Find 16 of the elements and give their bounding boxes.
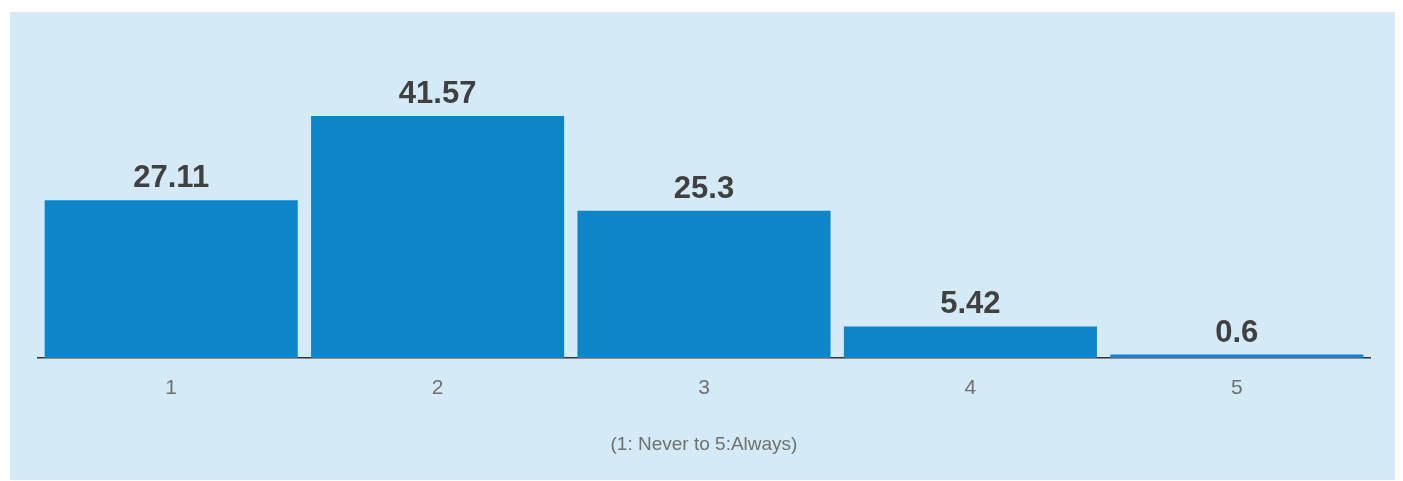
bar xyxy=(44,200,298,358)
panel-background: (1: Never to 5:Always) 1 2 3 4 5 27.11 41.57 25.3 5.42 0.6 xyxy=(10,12,1395,480)
bar xyxy=(577,210,831,358)
bar xyxy=(311,115,565,358)
bar xyxy=(843,326,1097,358)
data-label: 41.57 xyxy=(398,75,477,111)
x-axis-title: (1: Never to 5:Always) xyxy=(610,432,798,454)
x-tick-label: 5 xyxy=(1230,375,1243,399)
data-label: 5.42 xyxy=(940,285,1001,321)
x-tick-label: 1 xyxy=(165,375,178,399)
data-label: 25.3 xyxy=(673,169,735,205)
data-label: 27.11 xyxy=(133,159,210,195)
data-label: 0.6 xyxy=(1215,313,1259,349)
x-tick-label: 3 xyxy=(698,375,710,399)
x-tick-label: 2 xyxy=(431,375,444,399)
x-tick-label: 4 xyxy=(964,375,977,399)
